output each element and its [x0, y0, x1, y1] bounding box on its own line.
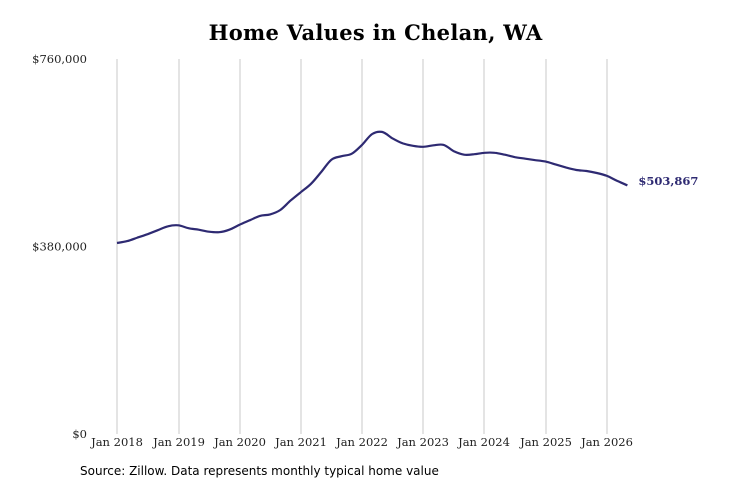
- x-tick-label: Jan 2020: [213, 435, 266, 449]
- x-tick-label: Jan 2026: [580, 435, 633, 449]
- y-tick-label: $760,000: [32, 52, 87, 66]
- series-line: [116, 130, 628, 245]
- x-tick-label: Jan 2018: [90, 435, 143, 449]
- x-tick-label: Jan 2025: [519, 435, 572, 449]
- source-note: Source: Zillow. Data represents monthly …: [80, 464, 439, 478]
- chart-title: Home Values in Chelan, WA: [208, 20, 543, 45]
- y-tick-label: $0: [72, 427, 87, 441]
- x-tick-label: Jan 2022: [335, 435, 388, 449]
- x-tick-label: Jan 2021: [274, 435, 327, 449]
- end-value-label: $503,867: [638, 174, 698, 188]
- x-tick-label: Jan 2019: [152, 435, 205, 449]
- y-tick-label: $380,000: [32, 240, 87, 254]
- x-tick-label: Jan 2024: [457, 435, 510, 449]
- x-tick-label: Jan 2023: [396, 435, 449, 449]
